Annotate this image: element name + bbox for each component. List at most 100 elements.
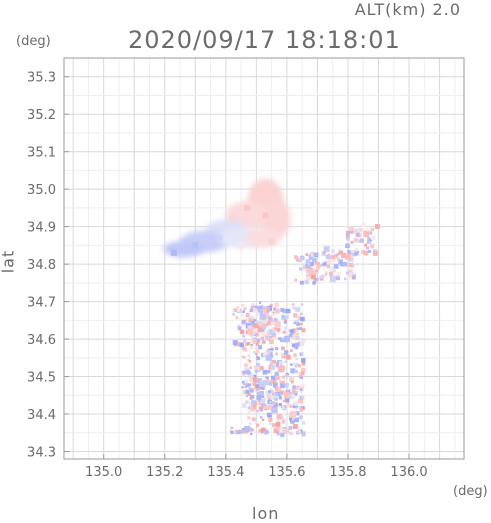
- data-cell: [347, 250, 352, 255]
- data-cell: [285, 402, 291, 408]
- data-cell: [247, 354, 251, 358]
- data-cell: [339, 250, 343, 255]
- data-cell: [342, 261, 348, 267]
- data-cell: [265, 314, 270, 319]
- data-cell: [262, 332, 267, 338]
- data-cell: [296, 259, 299, 262]
- data-cell: [255, 353, 258, 356]
- data-cell: [289, 377, 294, 383]
- data-cell: [297, 387, 301, 391]
- data-cell: [347, 273, 352, 278]
- data-cell: [271, 401, 275, 405]
- data-cell: [289, 419, 294, 423]
- data-cell: [358, 228, 363, 232]
- data-cell: [241, 355, 244, 358]
- data-cell: [291, 303, 295, 306]
- data-cell: [260, 398, 266, 404]
- data-cell: [253, 307, 257, 312]
- data-cell: [315, 269, 319, 273]
- data-cell: [270, 337, 273, 341]
- data-cell: [257, 345, 263, 350]
- data-cell: [259, 313, 266, 320]
- data-cell: [268, 238, 275, 245]
- data-cell: [293, 353, 297, 357]
- data-cell: [256, 423, 260, 427]
- data-cell: [301, 361, 306, 366]
- data-cell: [274, 387, 278, 391]
- data-cell: [242, 339, 247, 344]
- data-cell: [257, 381, 260, 385]
- data-cell: [323, 267, 326, 271]
- data-cell: [250, 306, 253, 309]
- data-cell: [283, 320, 287, 324]
- y-tick-label: 35.1: [27, 146, 56, 161]
- data-cell: [294, 392, 298, 396]
- data-cell: [335, 275, 341, 281]
- plot-frame: [63, 57, 465, 460]
- data-cell: [294, 386, 299, 390]
- data-cell: [265, 354, 272, 361]
- data-cell: [351, 263, 355, 268]
- data-cell: [283, 336, 290, 343]
- data-cell: [363, 231, 370, 238]
- data-cell: [255, 384, 259, 388]
- data-cell: [245, 342, 249, 346]
- data-cell: [262, 351, 268, 357]
- data-cell: [275, 392, 279, 396]
- data-cell: [253, 331, 258, 336]
- data-cell: [267, 394, 272, 399]
- data-cell: [281, 315, 286, 320]
- data-cell: [260, 416, 263, 419]
- data-cell: [300, 280, 304, 285]
- data-cell: [261, 328, 265, 332]
- data-cell: [298, 398, 304, 404]
- data-cell: [258, 401, 262, 406]
- data-cell: [324, 273, 327, 276]
- data-cell: [269, 412, 272, 415]
- data-cell: [366, 239, 371, 245]
- data-cell: [306, 276, 311, 281]
- data-cell: [281, 380, 285, 384]
- data-cell: [368, 250, 372, 254]
- data-cell: [326, 259, 332, 265]
- data-cell: [259, 365, 264, 371]
- data-cell: [348, 269, 352, 273]
- data-cell: [233, 308, 237, 313]
- data-cell: [265, 378, 268, 381]
- data-cell: [288, 417, 292, 421]
- data-cell: [261, 322, 267, 328]
- data-cell: [238, 242, 245, 249]
- y-tick-label: 35.3: [27, 71, 56, 86]
- data-cell: [249, 375, 254, 380]
- data-cell: [297, 341, 302, 346]
- data-cell: [281, 353, 285, 357]
- data-cell: [250, 394, 255, 399]
- data-cell: [345, 230, 350, 235]
- data-cell: [275, 421, 281, 427]
- data-cell: [268, 316, 272, 321]
- data-cell: [258, 341, 263, 345]
- data-cell: [299, 267, 303, 271]
- data-cell: [370, 227, 375, 232]
- data-cell: [256, 355, 259, 359]
- data-cell: [299, 407, 303, 411]
- data-cell: [286, 354, 291, 360]
- data-cell: [272, 423, 277, 428]
- data-cell: [370, 235, 376, 240]
- data-cell: [252, 404, 255, 407]
- data-cell: [250, 400, 256, 405]
- data-cell: [244, 227, 281, 248]
- data-cell: [350, 249, 354, 254]
- data-cell: [288, 394, 293, 399]
- data-cell: [289, 349, 293, 352]
- data-cell: [244, 204, 251, 211]
- data-cell: [282, 375, 286, 379]
- data-cell: [244, 326, 250, 331]
- data-cell: [269, 401, 272, 404]
- data-cell: [260, 336, 265, 341]
- data-cell: [344, 253, 351, 260]
- data-cell: [298, 406, 302, 410]
- data-cell: [324, 271, 329, 275]
- data-cell: [294, 320, 299, 325]
- data-cell: [247, 416, 251, 420]
